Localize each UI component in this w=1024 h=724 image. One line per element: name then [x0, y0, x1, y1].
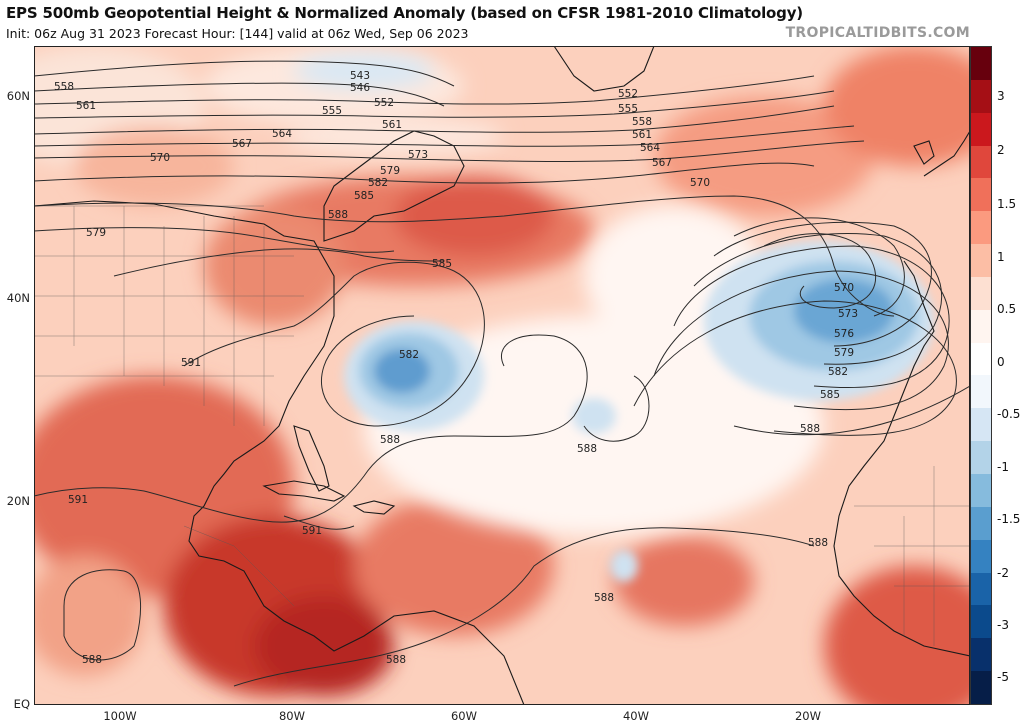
- contour-label: 588: [594, 592, 614, 604]
- contour-label: 582: [399, 349, 419, 361]
- colorbar-tick-label: 3: [997, 89, 1005, 103]
- lat-label-20n: 20N: [6, 494, 30, 508]
- contour-label: 555: [618, 103, 638, 115]
- colorbar-segment: [971, 309, 991, 343]
- colorbar-segment: [971, 112, 991, 146]
- contour-label: 585: [432, 258, 452, 270]
- colorbar-segment: [971, 539, 991, 573]
- lat-label-60n: 60N: [6, 89, 30, 103]
- colorbar-tick-label: -2: [997, 566, 1009, 580]
- contour-label: 561: [76, 100, 96, 112]
- colorbar-segment: [971, 276, 991, 310]
- colorbar-segment: [971, 441, 991, 474]
- contour-label: 576: [834, 328, 854, 340]
- contour-label: 588: [800, 423, 820, 435]
- contour-label: 591: [181, 357, 201, 369]
- colorbar-segment: [971, 506, 991, 540]
- contour-label: 567: [652, 157, 672, 169]
- contour-label: 588: [808, 537, 828, 549]
- contour-label: 579: [86, 227, 106, 239]
- contour-label: 582: [368, 177, 388, 189]
- colorbar-tick-label: -1: [997, 460, 1009, 474]
- anomaly-colorbar: [970, 46, 992, 705]
- lon-label-20w: 20W: [794, 709, 821, 723]
- contour-label: 573: [838, 308, 858, 320]
- contour-label: 573: [408, 149, 428, 161]
- contour-label: 588: [380, 434, 400, 446]
- colorbar-segment: [971, 211, 991, 245]
- map-frame: [34, 46, 970, 705]
- contour-label: 588: [386, 654, 406, 666]
- contour-label: 558: [632, 116, 652, 128]
- warm-anomaly-field: [34, 46, 970, 705]
- contour-label: 552: [374, 97, 394, 109]
- colorbar-tick-label: -5: [997, 670, 1009, 684]
- contour-labels: 558 561 564 567 570 543 546 552 555 561 …: [54, 70, 858, 666]
- contour-label: 570: [834, 282, 854, 294]
- contour-label: 588: [577, 443, 597, 455]
- chart-title: EPS 500mb Geopotential Height & Normaliz…: [6, 4, 803, 22]
- anomaly-map: 558 561 564 567 570 543 546 552 555 561 …: [34, 46, 970, 705]
- colorbar-segment: [971, 375, 991, 409]
- contour-label: 561: [382, 119, 402, 131]
- colorbar-segment: [971, 244, 991, 277]
- contour-label: 585: [354, 190, 374, 202]
- colorbar-tick-label: 2: [997, 143, 1005, 157]
- chart-subtitle: Init: 06z Aug 31 2023 Forecast Hour: [14…: [6, 26, 469, 41]
- colorbar-segment: [971, 572, 991, 606]
- contour-label: 585: [820, 389, 840, 401]
- contour-label: 564: [640, 142, 660, 154]
- lon-label-40w: 40W: [622, 709, 649, 723]
- lon-label-80w: 80W: [278, 709, 305, 723]
- colorbar-segment: [971, 342, 991, 376]
- colorbar-segment: [971, 145, 991, 179]
- colorbar-tick-label: 1.5: [997, 197, 1017, 211]
- coastlines: [34, 46, 970, 705]
- colorbar-segment: [971, 178, 991, 212]
- contour-label: 570: [150, 152, 170, 164]
- colorbar-segment: [971, 408, 991, 442]
- contour-label: 579: [380, 165, 400, 177]
- site-watermark: TROPICALTIDBITS.COM: [785, 25, 970, 41]
- colorbar-segment: [971, 605, 991, 639]
- colorbar-tick-label: 1: [997, 250, 1005, 264]
- contour-label: 546: [350, 82, 370, 94]
- contour-label: 558: [54, 81, 74, 93]
- contour-label: 579: [834, 347, 854, 359]
- height-contours: [34, 60, 970, 687]
- colorbar-tick-label: 0: [997, 355, 1005, 369]
- contour-label: 561: [632, 129, 652, 141]
- colorbar-tick-label: -3: [997, 618, 1009, 632]
- lat-label-eq: EQ: [13, 697, 30, 711]
- contour-label: 567: [232, 138, 252, 150]
- colorbar-segment: [971, 671, 991, 704]
- contour-label: 588: [328, 209, 348, 221]
- contour-label: 588: [82, 654, 102, 666]
- colorbar-tick-label: -1.5: [997, 512, 1021, 526]
- colorbar-tick-label: -0.5: [997, 407, 1021, 421]
- colorbar-segment: [971, 473, 991, 507]
- colorbar-tick-label: 0.5: [997, 302, 1017, 316]
- contour-label: 570: [690, 177, 710, 189]
- lon-label-100w: 100W: [103, 709, 137, 723]
- lat-label-40n: 40N: [6, 291, 30, 305]
- political-borders: [34, 205, 970, 646]
- colorbar-segment: [971, 638, 991, 672]
- colorbar-segment: [971, 79, 991, 113]
- contour-label: 543: [350, 70, 370, 82]
- contour-label: 591: [302, 525, 322, 537]
- contour-label: 564: [272, 128, 292, 140]
- contour-label: 582: [828, 366, 848, 378]
- contour-label: 591: [68, 494, 88, 506]
- colorbar-segment: [971, 47, 991, 80]
- lon-label-60w: 60W: [450, 709, 477, 723]
- contour-label: 555: [322, 105, 342, 117]
- contour-label: 552: [618, 88, 638, 100]
